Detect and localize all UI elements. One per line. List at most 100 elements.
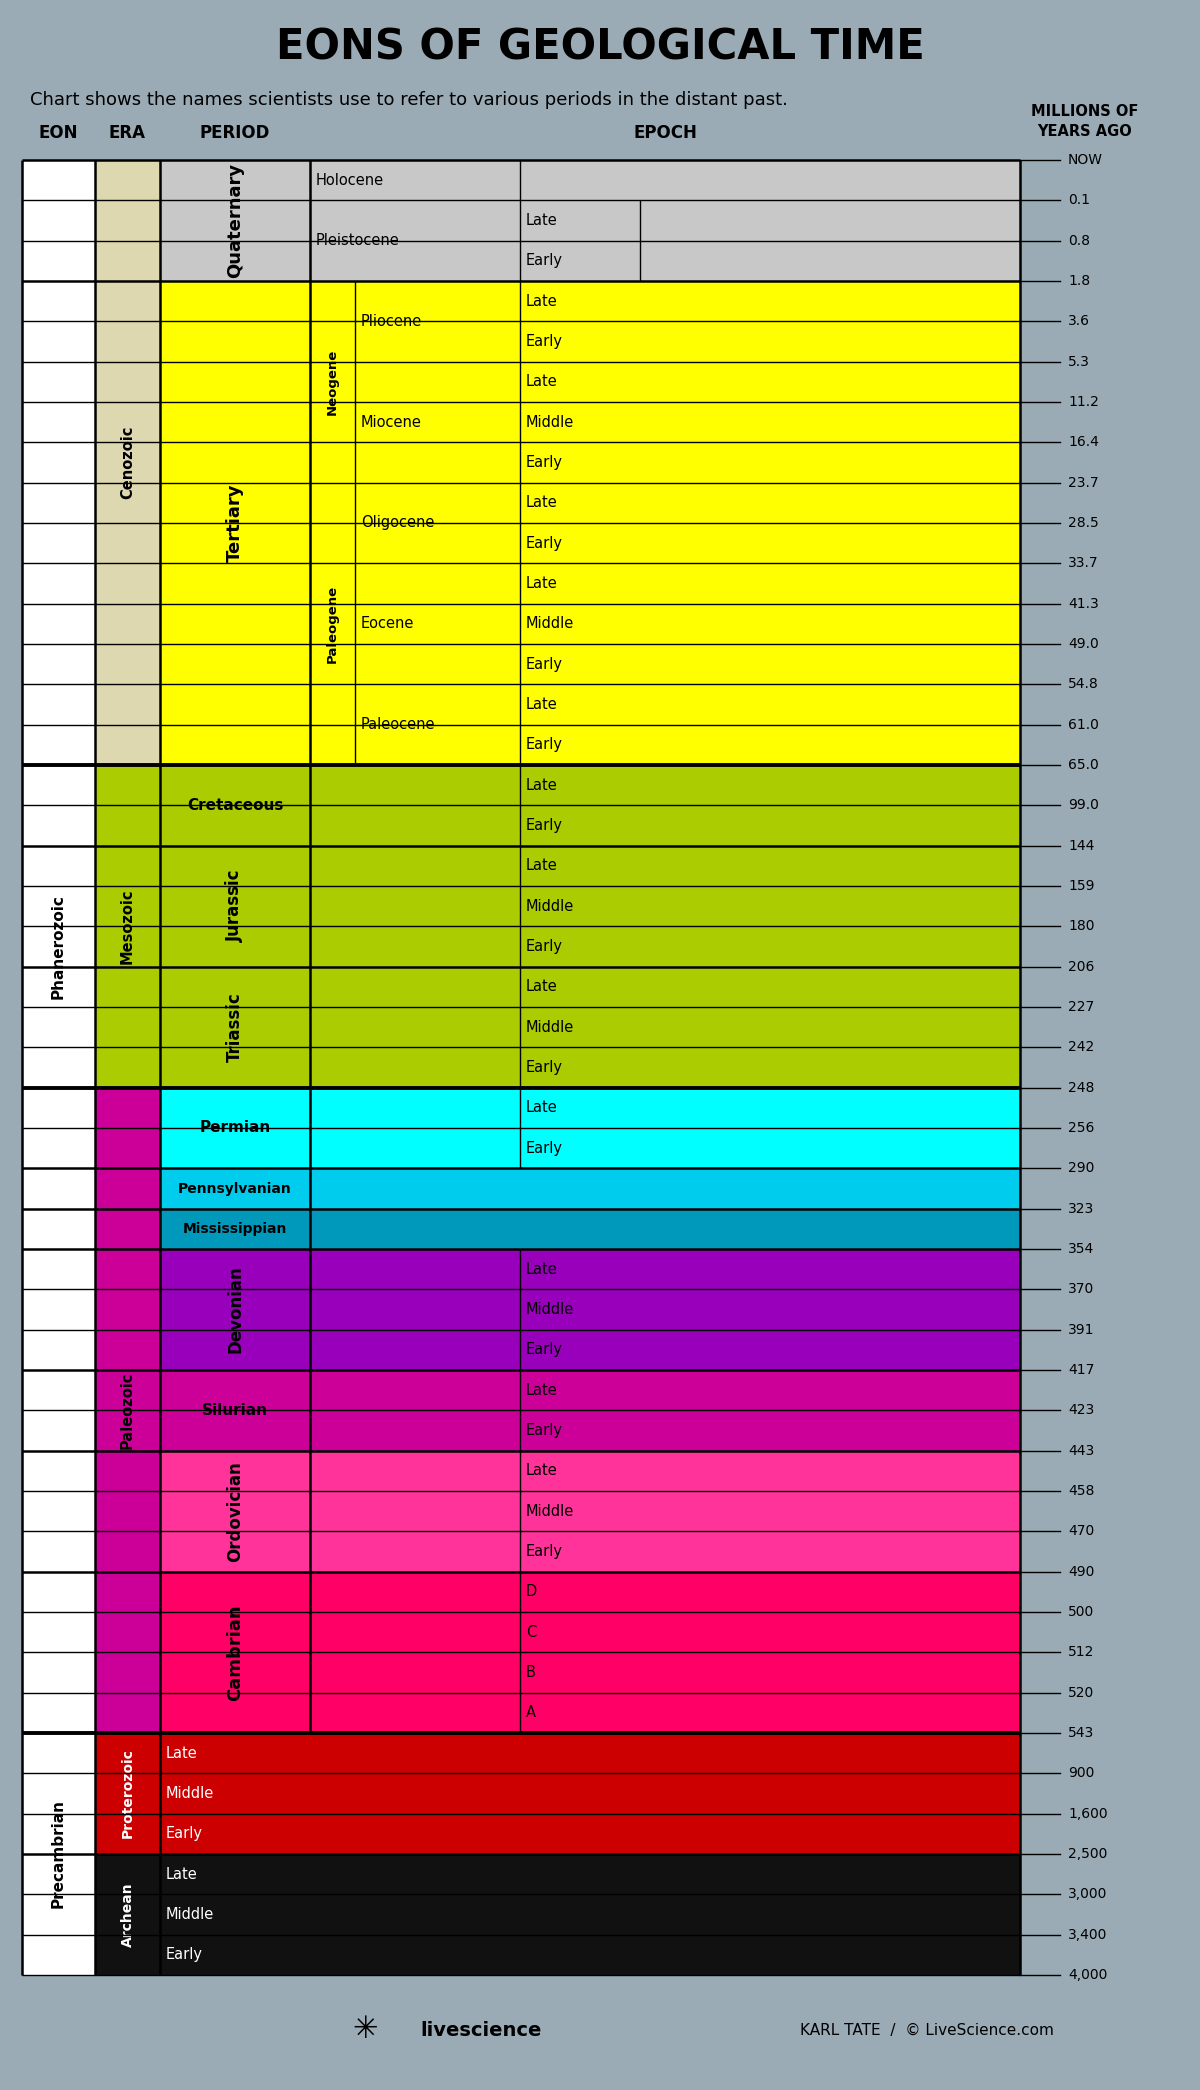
- Text: Archean: Archean: [120, 1883, 134, 1946]
- Text: EON: EON: [38, 123, 78, 142]
- Text: 900: 900: [1068, 1766, 1094, 1781]
- Text: Late: Late: [526, 495, 558, 510]
- Text: Middle: Middle: [526, 1503, 575, 1519]
- Text: 443: 443: [1068, 1444, 1094, 1457]
- Text: 41.3: 41.3: [1068, 596, 1099, 610]
- Text: Late: Late: [526, 1463, 558, 1478]
- Text: Late: Late: [526, 696, 558, 713]
- Text: 5.3: 5.3: [1068, 355, 1090, 368]
- Text: Early: Early: [166, 1948, 203, 1963]
- Text: Late: Late: [166, 1866, 198, 1881]
- Text: 500: 500: [1068, 1605, 1094, 1620]
- Text: D: D: [526, 1584, 538, 1599]
- Text: Late: Late: [526, 295, 558, 309]
- Text: Jurassic: Jurassic: [226, 869, 244, 943]
- Text: Early: Early: [526, 938, 563, 953]
- Bar: [160, 161, 1020, 280]
- Text: Early: Early: [526, 334, 563, 349]
- Text: Paleozoic: Paleozoic: [120, 1371, 134, 1448]
- Text: 242: 242: [1068, 1041, 1094, 1053]
- Text: B: B: [526, 1666, 536, 1680]
- Text: 28.5: 28.5: [1068, 516, 1099, 531]
- Text: 144: 144: [1068, 838, 1094, 853]
- Text: 370: 370: [1068, 1283, 1094, 1296]
- Text: Precambrian: Precambrian: [50, 1799, 66, 1908]
- Text: Pennsylvanian: Pennsylvanian: [178, 1181, 292, 1195]
- Text: Middle: Middle: [526, 1302, 575, 1317]
- Bar: [160, 1371, 1020, 1450]
- Text: 227: 227: [1068, 999, 1094, 1014]
- Text: 2,500: 2,500: [1068, 1848, 1108, 1860]
- Text: Middle: Middle: [526, 1020, 575, 1035]
- Text: 354: 354: [1068, 1241, 1094, 1256]
- Text: Early: Early: [526, 656, 563, 671]
- Bar: [95, 161, 160, 765]
- Text: 520: 520: [1068, 1687, 1094, 1699]
- Text: NOW: NOW: [1068, 153, 1103, 167]
- Text: 180: 180: [1068, 920, 1094, 934]
- Text: 458: 458: [1068, 1484, 1094, 1499]
- Text: Middle: Middle: [526, 617, 575, 631]
- Text: Triassic: Triassic: [226, 993, 244, 1062]
- Text: C: C: [526, 1624, 536, 1641]
- Text: 0.8: 0.8: [1068, 234, 1090, 249]
- Text: 423: 423: [1068, 1402, 1094, 1417]
- Text: 23.7: 23.7: [1068, 477, 1099, 489]
- Text: Early: Early: [526, 1141, 563, 1156]
- Text: 99.0: 99.0: [1068, 798, 1099, 813]
- Text: Late: Late: [526, 1262, 558, 1277]
- Text: Early: Early: [526, 738, 563, 752]
- Bar: [310, 280, 355, 483]
- Text: 61.0: 61.0: [1068, 717, 1099, 731]
- Bar: [160, 1450, 1020, 1572]
- Text: Cambrian: Cambrian: [226, 1603, 244, 1701]
- Text: Paleogene: Paleogene: [326, 585, 340, 663]
- Text: Quaternary: Quaternary: [226, 163, 244, 278]
- Text: ✳: ✳: [353, 2015, 378, 2044]
- Text: 4,000: 4,000: [1068, 1969, 1108, 1981]
- Bar: [22, 1733, 95, 1975]
- Text: Paleocene: Paleocene: [361, 717, 436, 731]
- Bar: [160, 280, 1020, 765]
- Bar: [160, 765, 1020, 1087]
- Text: Late: Late: [526, 777, 558, 792]
- Bar: [310, 483, 355, 765]
- Text: Permian: Permian: [199, 1120, 271, 1135]
- Text: Early: Early: [526, 456, 563, 470]
- Text: Late: Late: [526, 1099, 558, 1116]
- Text: Late: Late: [526, 859, 558, 874]
- Bar: [95, 1854, 160, 1975]
- Bar: [160, 1250, 1020, 1371]
- Text: 49.0: 49.0: [1068, 637, 1099, 650]
- Text: Miocene: Miocene: [361, 414, 422, 431]
- Text: Pliocene: Pliocene: [361, 314, 422, 328]
- Text: Early: Early: [526, 1545, 563, 1559]
- Text: 16.4: 16.4: [1068, 435, 1099, 449]
- Text: ERA: ERA: [109, 123, 146, 142]
- Text: Pleistocene: Pleistocene: [316, 234, 400, 249]
- Text: Phanerozoic: Phanerozoic: [50, 895, 66, 999]
- Text: Late: Late: [526, 374, 558, 389]
- Text: Ordovician: Ordovician: [226, 1461, 244, 1561]
- Bar: [160, 1572, 1020, 1733]
- Text: 0.1: 0.1: [1068, 194, 1090, 207]
- Bar: [160, 1168, 1020, 1208]
- Bar: [95, 1733, 160, 1854]
- Text: 3.6: 3.6: [1068, 314, 1090, 328]
- Text: Middle: Middle: [166, 1787, 215, 1802]
- Text: Oligocene: Oligocene: [361, 516, 434, 531]
- Bar: [95, 1087, 160, 1733]
- Text: 417: 417: [1068, 1363, 1094, 1377]
- Bar: [22, 161, 95, 1733]
- Text: 3,400: 3,400: [1068, 1927, 1108, 1942]
- Text: 11.2: 11.2: [1068, 395, 1099, 410]
- Text: 1,600: 1,600: [1068, 1806, 1108, 1820]
- Text: 1.8: 1.8: [1068, 274, 1090, 288]
- Text: Tertiary: Tertiary: [226, 483, 244, 562]
- Text: 391: 391: [1068, 1323, 1094, 1338]
- Text: Middle: Middle: [526, 899, 575, 913]
- Text: Early: Early: [526, 253, 563, 268]
- Bar: [160, 1208, 1020, 1250]
- Text: Silurian: Silurian: [202, 1402, 268, 1417]
- Text: MILLIONS OF: MILLIONS OF: [1031, 104, 1139, 119]
